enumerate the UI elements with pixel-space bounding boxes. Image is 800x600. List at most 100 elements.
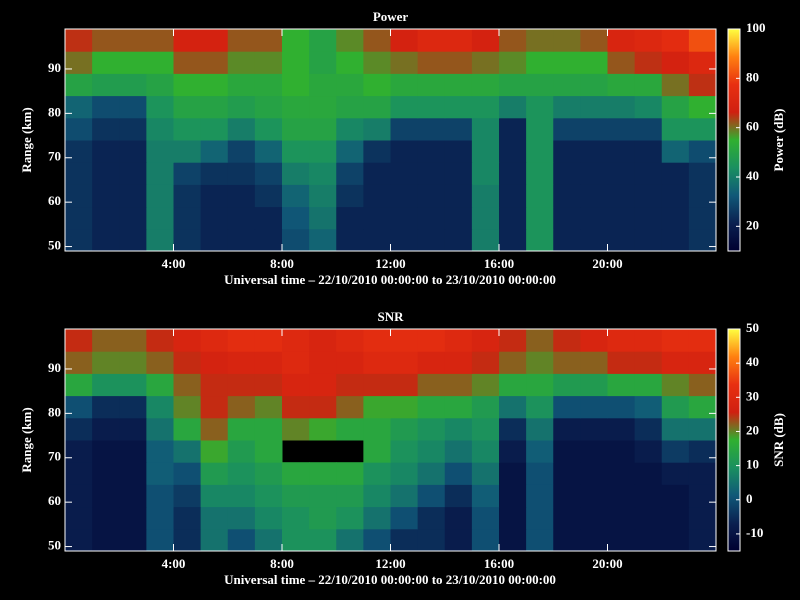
heatmap-cell xyxy=(119,29,147,52)
heatmap-cell xyxy=(580,95,608,119)
heatmap-cell xyxy=(65,395,93,419)
heatmap-cell xyxy=(282,506,310,530)
heatmap-cell xyxy=(282,51,310,74)
heatmap-cell xyxy=(119,506,147,530)
heatmap-cell xyxy=(227,440,256,463)
heatmap-cell xyxy=(173,395,202,419)
heatmap-cell xyxy=(227,184,256,208)
heatmap-cell xyxy=(499,29,527,52)
colorbar-tick-label: 50 xyxy=(746,320,759,335)
heatmap-cell xyxy=(65,329,93,352)
heatmap-cell xyxy=(634,95,663,119)
y-tick-label: 90 xyxy=(48,60,61,75)
heatmap-cell xyxy=(499,506,527,530)
heatmap-cell xyxy=(282,117,310,141)
heatmap-cell xyxy=(471,29,500,52)
heatmap-cell xyxy=(309,417,337,441)
heatmap-cell xyxy=(309,351,337,374)
y-tick-label: 50 xyxy=(48,538,61,553)
heatmap-cell xyxy=(309,528,337,552)
heatmap-cell xyxy=(200,73,229,97)
heatmap-cell xyxy=(336,95,364,119)
heatmap-cell xyxy=(92,206,120,230)
heatmap-cell xyxy=(146,329,174,352)
x-tick-label: 16:00 xyxy=(484,556,514,571)
heatmap-cell xyxy=(688,140,717,163)
heatmap-cell xyxy=(254,140,283,163)
y-axis-label: Range (km) xyxy=(19,407,34,472)
heatmap-cell xyxy=(254,506,283,530)
heatmap-cell xyxy=(634,462,663,485)
heatmap-cell xyxy=(336,329,364,352)
heatmap-cell xyxy=(146,206,174,230)
heatmap-cell xyxy=(471,417,500,441)
heatmap-cell xyxy=(688,440,717,463)
heatmap-cell xyxy=(173,417,202,441)
heatmap-cell xyxy=(471,73,500,97)
heatmap-cell xyxy=(661,506,690,530)
heatmap-cell xyxy=(65,528,93,552)
heatmap-cell xyxy=(254,228,283,252)
heatmap-cell xyxy=(471,373,500,397)
heatmap-cell xyxy=(444,373,473,397)
heatmap-cell xyxy=(390,228,419,252)
heatmap-cell xyxy=(553,29,581,52)
heatmap-cell xyxy=(607,440,636,463)
heatmap-cell xyxy=(417,117,446,141)
heatmap-cell xyxy=(580,117,608,141)
heatmap-cell xyxy=(92,51,120,74)
heatmap-cell xyxy=(607,528,636,552)
heatmap-cell xyxy=(471,206,500,230)
heatmap-cell xyxy=(661,373,690,397)
heatmap-cell xyxy=(607,484,636,508)
heatmap-cell xyxy=(688,329,717,352)
heatmap-cell xyxy=(444,351,473,374)
heatmap-cell xyxy=(444,462,473,485)
heatmap-cell xyxy=(173,351,202,374)
heatmap-cell xyxy=(499,206,527,230)
heatmap-cell xyxy=(336,484,364,508)
heatmap-cell xyxy=(65,440,93,463)
colorbar-tick-label: 80 xyxy=(746,69,759,84)
heatmap-cell xyxy=(254,462,283,485)
heatmap-cell xyxy=(390,162,419,185)
heatmap-cell xyxy=(363,462,391,485)
heatmap-cell xyxy=(363,484,391,508)
heatmap-cell xyxy=(390,351,419,374)
heatmap-cell xyxy=(417,140,446,163)
heatmap-cell xyxy=(688,351,717,374)
heatmap-cell xyxy=(363,184,391,208)
y-tick-label: 60 xyxy=(48,493,61,508)
heatmap-cell xyxy=(499,95,527,119)
heatmap-cell xyxy=(526,162,554,185)
heatmap-cell xyxy=(336,184,364,208)
y-tick-label: 60 xyxy=(48,193,61,208)
heatmap-cell xyxy=(634,117,663,141)
heatmap-cell xyxy=(200,373,229,397)
heatmap-cell xyxy=(200,184,229,208)
heatmap-cell xyxy=(390,373,419,397)
heatmap-cell xyxy=(227,528,256,552)
heatmap-cell xyxy=(363,417,391,441)
heatmap-cell xyxy=(200,351,229,374)
heatmap-cell xyxy=(119,73,147,97)
heatmap-cell xyxy=(336,140,364,163)
heatmap-cell xyxy=(661,528,690,552)
heatmap-cell xyxy=(92,484,120,508)
heatmap-cell xyxy=(200,29,229,52)
heatmap-cell xyxy=(254,417,283,441)
heatmap-cell xyxy=(634,440,663,463)
heatmap-cell xyxy=(309,51,337,74)
heatmap-cell xyxy=(146,417,174,441)
heatmap-cell xyxy=(688,29,717,52)
heatmap-cell xyxy=(227,351,256,374)
heatmap-cell xyxy=(173,506,202,530)
heatmap-cell xyxy=(363,51,391,74)
heatmap-cell xyxy=(688,162,717,185)
heatmap-cell xyxy=(526,184,554,208)
heatmap-cell xyxy=(499,184,527,208)
heatmap-cell xyxy=(119,484,147,508)
heatmap-cell xyxy=(688,51,717,74)
heatmap-cell xyxy=(227,462,256,485)
heatmap-cell xyxy=(417,162,446,185)
